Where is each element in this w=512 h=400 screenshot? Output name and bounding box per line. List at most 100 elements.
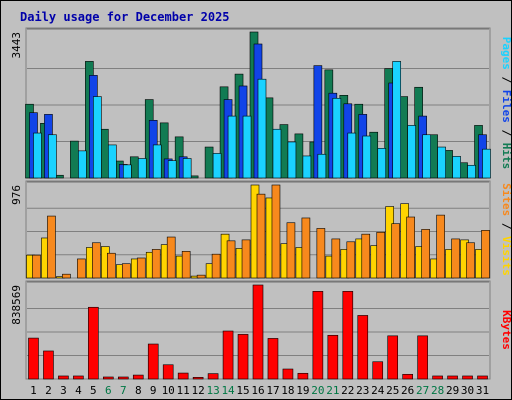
bar-sites-day-19: [301, 217, 311, 279]
bar-sites-day-22: [346, 241, 356, 279]
x-tick-label-day-7: 7: [120, 384, 127, 397]
bar-kbytes-day-31: [477, 375, 488, 380]
x-tick-label-day-11: 11: [177, 384, 190, 397]
x-tick-label-day-22: 22: [341, 384, 354, 397]
bar-kbytes-day-18: [282, 368, 294, 380]
bar-sites-day-29: [451, 238, 460, 279]
x-tick-label-day-20: 20: [311, 384, 324, 397]
panel-bot-legend: KBytes: [500, 310, 511, 350]
x-tick-label-day-6: 6: [105, 384, 112, 397]
x-tick-label-day-17: 17: [266, 384, 279, 397]
x-tick-label-day-29: 29: [446, 384, 459, 397]
bar-sites-day-24: [376, 231, 386, 279]
x-tick-label-day-30: 30: [461, 384, 474, 397]
x-tick-label-day-5: 5: [90, 384, 97, 397]
bar-sites-day-13: [211, 253, 221, 279]
bar-kbytes-day-6: [103, 376, 114, 380]
x-tick-label-day-8: 8: [135, 384, 142, 397]
x-tick-label-day-25: 25: [386, 384, 399, 397]
x-tick-label-day-12: 12: [192, 384, 205, 397]
bar-sites-day-30: [466, 242, 475, 279]
x-tick-label-day-4: 4: [75, 384, 82, 397]
bar-pages-day-13: [212, 153, 222, 179]
bar-pages-day-8: [137, 158, 147, 179]
legend-label-pages: Pages: [500, 37, 511, 70]
bar-hits-day-4: [70, 140, 79, 179]
x-tick-label-day-10: 10: [162, 384, 175, 397]
bar-kbytes-day-28: [432, 375, 443, 380]
x-tick-label-day-31: 31: [476, 384, 489, 397]
bar-sites-day-31: [481, 230, 490, 279]
bar-pages-day-17: [272, 128, 282, 179]
bar-kbytes-day-4: [73, 375, 84, 380]
x-tick-label-day-26: 26: [401, 384, 414, 397]
x-tick-label-day-14: 14: [221, 384, 235, 397]
bar-sites-day-12: [196, 274, 206, 279]
bar-pages-day-1: [33, 132, 42, 179]
bar-sites-day-2: [47, 215, 56, 279]
bar-kbytes-day-29: [447, 375, 458, 380]
legend-label-hits: Hits: [500, 143, 511, 170]
bar-sites-day-17: [271, 184, 281, 279]
bar-pages-day-27: [422, 134, 431, 179]
bar-kbytes-day-13: [207, 373, 219, 380]
bar-kbytes-day-25: [387, 335, 399, 380]
bar-kbytes-day-10: [162, 364, 174, 380]
bar-kbytes-day-9: [147, 343, 159, 380]
bar-sites-day-14: [226, 240, 236, 279]
bar-pages-day-23: [362, 135, 372, 179]
bar-kbytes-day-5: [88, 306, 99, 380]
x-tick-label-day-18: 18: [281, 384, 294, 397]
bar-kbytes-day-19: [297, 372, 309, 380]
bar-pages-day-26: [407, 125, 416, 179]
bar-sites-day-26: [406, 216, 415, 279]
bar-pages-day-31: [482, 148, 491, 179]
bar-sites-day-3: [62, 273, 71, 279]
chart-title: Daily usage for December 2025: [20, 10, 230, 24]
bar-sites-day-20: [316, 228, 326, 279]
x-tick-label-day-24: 24: [371, 384, 385, 397]
x-tick-label-day-28: 28: [431, 384, 444, 397]
bar-kbytes-day-24: [372, 361, 384, 380]
bar-sites-day-25: [391, 223, 401, 279]
x-tick-label-day-16: 16: [251, 384, 264, 397]
x-tick-label-day-9: 9: [150, 384, 157, 397]
bar-kbytes-day-22: [342, 291, 354, 380]
bar-kbytes-day-21: [327, 334, 339, 380]
bar-kbytes-day-23: [357, 315, 369, 380]
bar-kbytes-day-20: [312, 291, 324, 380]
bar-kbytes-day-12: [192, 377, 204, 380]
bar-pages-day-25: [392, 61, 402, 179]
bar-pages-day-4: [78, 150, 87, 179]
legend-label-visits: Visits: [500, 236, 511, 276]
legend-label-files: Files: [500, 90, 511, 123]
bar-kbytes-day-15: [237, 334, 249, 380]
bar-kbytes-day-11: [177, 372, 189, 380]
bar-kbytes-day-26: [402, 373, 413, 380]
x-tick-label-day-21: 21: [326, 384, 339, 397]
x-tick-label-day-1: 1: [30, 384, 37, 397]
legend-separator: /: [500, 70, 511, 90]
bar-pages-day-10: [167, 160, 177, 179]
bar-pages-day-18: [287, 141, 297, 179]
bar-pages-day-11: [182, 158, 192, 179]
bar-sites-day-8: [136, 257, 146, 279]
bar-sites-day-28: [436, 214, 445, 279]
bar-pages-day-2: [48, 134, 57, 179]
bar-sites-day-9: [151, 249, 161, 279]
bar-kbytes-day-7: [117, 376, 129, 380]
bar-kbytes-day-2: [43, 350, 54, 380]
bar-pages-day-7: [122, 164, 132, 179]
bar-pages-day-6: [108, 144, 117, 179]
bar-sites-day-15: [241, 239, 251, 279]
bar-kbytes-day-1: [28, 337, 39, 380]
bar-pages-day-30: [467, 164, 476, 179]
x-tick-label-day-23: 23: [356, 384, 369, 397]
bar-sites-day-1: [32, 254, 41, 279]
bar-pages-day-28: [437, 146, 446, 179]
bar-kbytes-day-14: [222, 330, 234, 380]
bar-pages-day-20: [317, 153, 327, 179]
panel-top-max-label: 3443: [10, 32, 23, 59]
panel-top-legend: Pages / Files / Hits: [500, 37, 511, 170]
